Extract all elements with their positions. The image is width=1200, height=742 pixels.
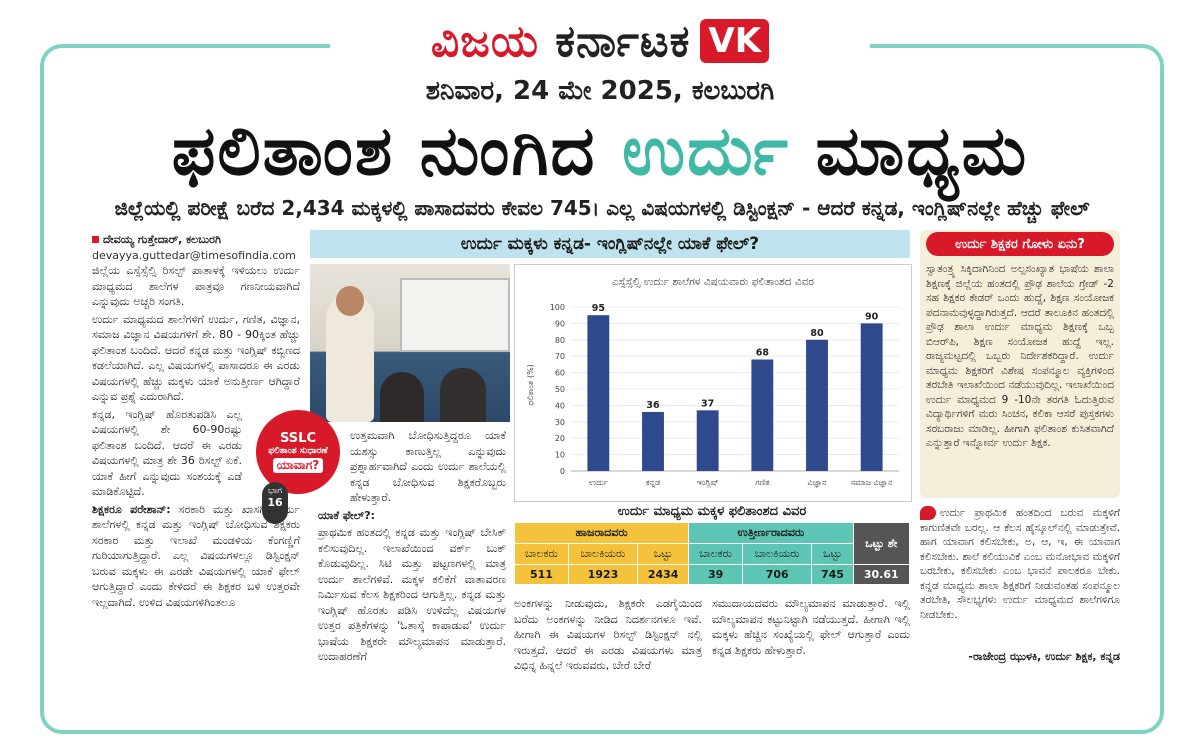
- y-tick-label: 50: [555, 385, 565, 394]
- author-email[interactable]: devayya.guttedar@timesofindia.com: [92, 248, 296, 262]
- data-label: 36: [646, 400, 660, 411]
- data-label: 95: [592, 303, 605, 314]
- table-cell: 511: [514, 564, 569, 585]
- table-cell: 2434: [637, 564, 690, 585]
- x-tick-label: ವಿಜ್ಞಾನ: [808, 478, 827, 489]
- table-group-passed: ಉತ್ತೀರ್ಣರಾದವರು: [688, 522, 854, 544]
- table-header-cell: ಬಾಲಕರು: [514, 543, 569, 565]
- x-tick-label: ಇಂಗ್ಲಿಷ್: [697, 478, 719, 488]
- results-bar-chart: ಎಸ್ಸೆಸ್ಸೆಲ್ಸಿ ಉರ್ದು ಶಾಲೆಗಳ ವಿಷಯವಾರು ಫಲಿತ…: [514, 264, 912, 502]
- bar: [806, 339, 828, 471]
- teacher-classroom-photo: [310, 264, 510, 422]
- teacher-quote: ಉರ್ದು ಪ್ರಾಥಮಿಕ ಹಂತದಿಂದ ಬರುವ ಮಕ್ಕಳಿಗೆ ಕಾಗ…: [920, 506, 1120, 621]
- table-header-cell: ಒಟ್ಟು: [811, 543, 854, 565]
- paragraph: ಉತ್ತಮವಾಗಿ ಬೋಧಿಸುತ್ತಿದ್ದರೂ ಯಾಕೆ ಯಶಸ್ಸು ಕಾ…: [350, 429, 506, 504]
- quote-signature: -ರಾಜೇಂದ್ರ ಝುಳಕಿ, ಉರ್ದು ಶಿಕ್ಷಕ, ಕನ್ನಡ: [968, 650, 1120, 663]
- paragraph: ಉರ್ದು ಮಾಧ್ಯಮದ ಶಾಲೆಗಳಿಗೆ ಉರ್ದು, ಗಣಿತ, ವಿಜ…: [92, 312, 300, 404]
- table-header-cell: ಬಾಲಕಿಯರು: [742, 543, 813, 565]
- masthead-logo: ವಿಜಯ ಕರ್ನಾಟಕ: [430, 15, 691, 67]
- headline: ಫಲಿತಾಂಶ ನುಂಗಿದ ಉರ್ದು ಮಾಧ್ಯಮ: [171, 112, 1029, 191]
- x-tick-label: ಕನ್ನಡ: [646, 478, 660, 487]
- y-tick-label: 30: [555, 418, 565, 427]
- article-column-3: ಅಂಕಗಳನ್ನು ನೀಡುವುದು, ಶಿಕ್ಷಕರೇ ಎಡಗೈಯಿಂದ ಬರ…: [514, 596, 702, 676]
- y-tick-label: 60: [555, 369, 565, 378]
- table-header-cell: ಬಾಲಕರು: [688, 543, 744, 565]
- masthead: ವಿಜಯ ಕರ್ನಾಟಕ VK: [330, 12, 870, 70]
- bar: [696, 410, 719, 471]
- y-tick-label: 90: [555, 319, 565, 328]
- data-label: 90: [865, 311, 879, 322]
- x-tick-label: ಗಣಿತ: [755, 478, 769, 487]
- data-label: 37: [701, 398, 714, 409]
- bar: [642, 411, 664, 471]
- section-banner: ಉರ್ದು ಮಕ್ಕಳು ಕನ್ನಡ- ಇಂಗ್ಲಿಷ್‌ನಲ್ಲೇ ಯಾಕೆ …: [310, 230, 910, 258]
- deck-subheadline: ಜಿಲ್ಲೆಯಲ್ಲಿ ಪರೀಕ್ಷೆ ಬರೆದ 2,434 ಮಕ್ಕಳಲ್ಲಿ…: [114, 196, 1090, 220]
- paragraph: ಶಿಕ್ಷಕರೂ ಪರೇಶಾನ್: ಸರಕಾರಿ ಮತ್ತು ಖಾಸಗಿ ಉರ್…: [92, 502, 300, 609]
- sidebar-box: [920, 230, 1120, 498]
- article-column-4: ಸಮುದಾಯದವರು ಮೌಲ್ಯಮಾಪನ ಮಾಡುತ್ತಾರೆ. ಇಲ್ಲಿ ಮ…: [712, 596, 910, 660]
- y-tick-label: 80: [555, 336, 565, 345]
- bar: [587, 315, 610, 471]
- results-table: ಉರ್ದು ಮಾಧ್ಯಮ ಮಕ್ಕಳ ಫಲಿತಾಂಶದ ವಿವರ ಹಾಜರಾದವ…: [513, 504, 911, 585]
- table-cell: 1923: [567, 564, 639, 585]
- paragraph: ಪ್ರಾಥಮಿಕ ಹಂತದಲ್ಲಿ ಕನ್ನಡ ಮತ್ತು ಇಂಗ್ಲಿಷ್ ಬ…: [318, 526, 506, 663]
- paragraph: ಸಮುದಾಯದವರು ಮೌಲ್ಯಮಾಪನ ಮಾಡುತ್ತಾರೆ. ಇಲ್ಲಿ ಮ…: [712, 597, 910, 657]
- article-column-2: ಉತ್ತಮವಾಗಿ ಬೋಧಿಸುತ್ತಿದ್ದರೂ ಯಾಕೆ ಯಶಸ್ಸು ಕಾ…: [318, 428, 506, 667]
- paragraph: ಯಾಕೆ ಫೇಲ್?:: [318, 508, 376, 522]
- y-tick-label: 100: [550, 303, 565, 312]
- data-label: 68: [756, 347, 770, 358]
- y-tick-label: 20: [555, 434, 565, 443]
- quote-bubble-icon: [920, 506, 936, 520]
- part-number-tag: ಭಾಗ 16: [262, 482, 288, 524]
- sidebar-text: ಸ್ವಾತಂತ್ರ್ಯ ಸಿಕ್ಕಿದಾಗಿನಿಂದ ಅಲ್ಪಸಂಖ್ಯಾತ ಭ…: [926, 263, 1114, 449]
- paragraph: ಅಂಕಗಳನ್ನು ನೀಡುವುದು, ಶಿಕ್ಷಕರೇ ಎಡಗೈಯಿಂದ ಬರ…: [514, 597, 702, 672]
- byline: ದೇವಯ್ಯ ಗುತ್ತೇದಾರ್, ಕಲಬುರಗಿ: [92, 232, 300, 248]
- bar: [751, 359, 774, 471]
- table-cell: 745: [811, 564, 854, 585]
- table-cell: 706: [742, 564, 813, 585]
- chart-title: ಎಸ್ಸೆಸ್ಸೆಲ್ಸಿ ಉರ್ದು ಶಾಲೆಗಳ ವಿಷಯವಾರು ಫಲಿತ…: [612, 276, 814, 288]
- dateline: ಶನಿವಾರ, 24 ಮೇ 2025, ಕಲಬುರಗಿ: [425, 76, 775, 106]
- x-tick-label: ಉರ್ದು: [589, 478, 608, 487]
- article-column-1: ದೇವಯ್ಯ ಗುತ್ತೇದಾರ್, ಕಲಬುರಗಿ devayya.gutte…: [92, 232, 300, 612]
- bar: [860, 323, 883, 471]
- table-percent-header: ಒಟ್ಟು ಶೇ: [852, 522, 911, 565]
- sslc-badge: SSLC ಫಲಿತಾಂಶ ಸುಧಾರಣೆ ಯಾವಾಗ?: [256, 410, 340, 494]
- table-title: ಉರ್ದು ಮಾಧ್ಯಮ ಮಕ್ಕಳ ಫಲಿತಾಂಶದ ವಿವರ: [617, 504, 807, 519]
- y-axis-label: ಫಲಿತಾಂಶ (%): [526, 364, 535, 406]
- y-tick-label: 70: [555, 352, 565, 361]
- paragraph: ಜಿಲ್ಲೆಯ ಎಸ್ಸೆಸ್ಸೆಲ್ಸಿ ರಿಸಲ್ಟ್ ಪಾತಾಳಕ್ಕೆ …: [92, 264, 300, 308]
- paragraph: ಕನ್ನಡ, ಇಂಗ್ಲಿಷ್ ಹೊರತುಪಡಿಸಿ ಎಲ್ಲ ವಿಷಯಗಳಲ್…: [92, 407, 242, 499]
- y-tick-label: 10: [555, 451, 565, 460]
- sidebar-heading: ಉರ್ದು ಶಿಕ್ಷಕರ ಗೋಳು ಏನು?: [926, 232, 1114, 256]
- table-group-appeared: ಹಾಜರಾದವರು: [513, 522, 690, 544]
- y-tick-label: 0: [560, 467, 565, 476]
- table-percent-cell: 30.61: [852, 564, 911, 585]
- x-tick-label: ಸಮಾಜ ವಿಜ್ಞಾನ: [851, 478, 893, 489]
- vk-logo-badge: VK: [700, 19, 770, 63]
- table-header-cell: ಬಾಲಕಿಯರು: [567, 543, 639, 565]
- table-header-cell: ಒಟ್ಟು: [637, 543, 690, 565]
- y-tick-label: 40: [555, 401, 565, 410]
- data-label: 80: [810, 328, 824, 339]
- table-cell: 39: [688, 564, 744, 585]
